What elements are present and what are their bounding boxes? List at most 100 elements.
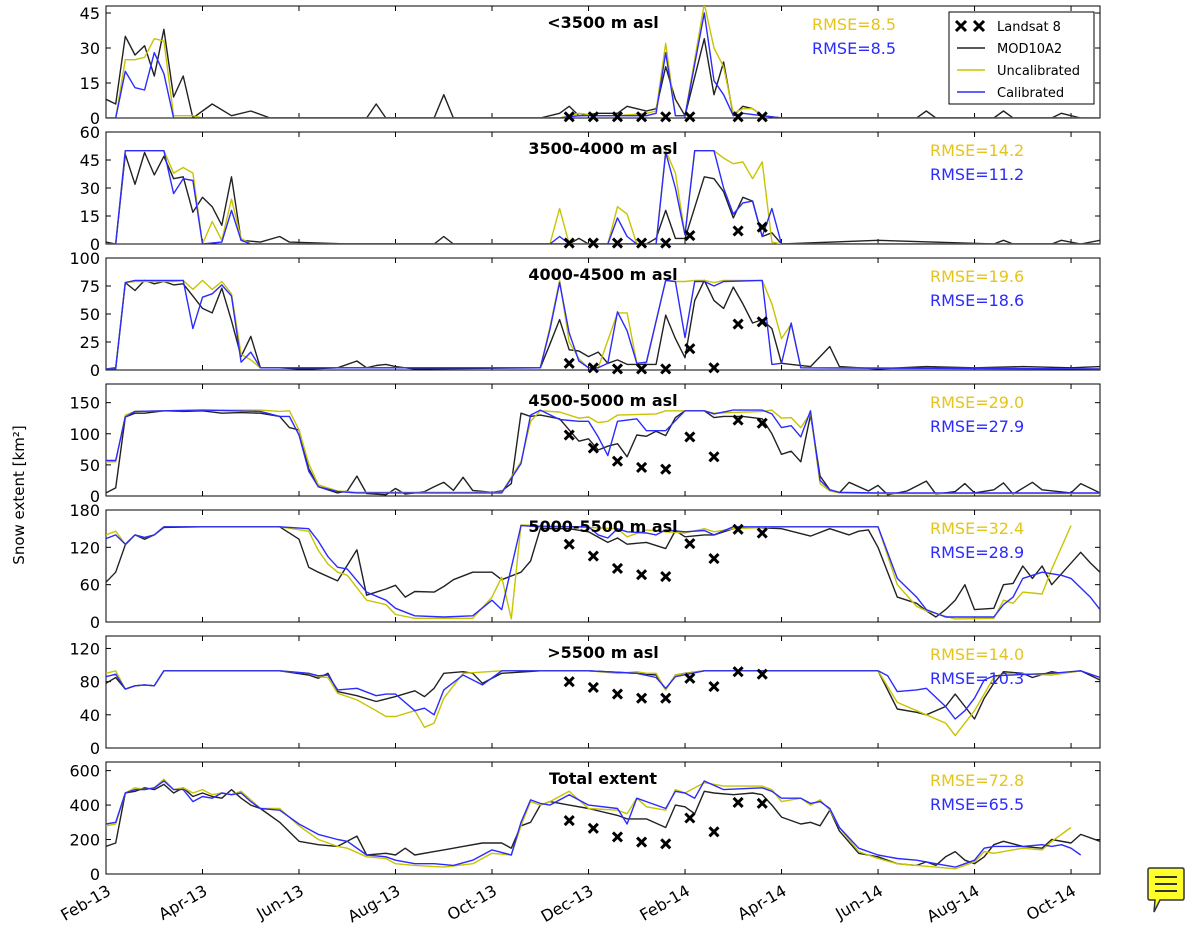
x-tick-label: Oct-14: [1023, 881, 1079, 924]
panel-title: 3500-4000 m asl: [528, 139, 677, 158]
legend: Landsat 8 MOD10A2 Uncalibrated Calibrated: [948, 11, 1095, 105]
calibrated-series-line: [106, 524, 1100, 618]
y-tick-label: 40: [80, 706, 100, 725]
landsat-marker: [660, 237, 672, 249]
rmse-uncalibrated: RMSE=14.2: [930, 141, 1024, 160]
landsat-marker: [684, 343, 696, 355]
rmse-uncalibrated: RMSE=8.5: [812, 15, 896, 34]
panel-1: 0 15 30 45 <3500 m asl RMSE=8.5 RMSE=8.5: [80, 4, 1101, 128]
calibrated-series-line: [106, 279, 1100, 370]
x-tick-label: Apr-13: [155, 881, 210, 924]
y-tick-label: 0: [90, 613, 100, 632]
panel-title: Total extent: [549, 769, 657, 788]
landsat-marker: [732, 523, 744, 535]
panel-title: >5500 m asl: [547, 643, 659, 662]
landsat-marker: [587, 822, 599, 834]
uncalibrated-series-line: [106, 6, 1100, 118]
calibrated-series-line: [106, 409, 1100, 494]
landsat-marker: [636, 569, 648, 581]
x-tick-label: Dec-13: [538, 881, 597, 926]
modis-series-line: [106, 151, 1100, 244]
y-tick-label: 60: [80, 576, 100, 595]
panels: 0 15 30 45 <3500 m asl RMSE=8.5 RMSE=8.5 0 15 30 4…: [69, 4, 1101, 884]
landsat-marker: [611, 363, 624, 375]
landsat-marker: [611, 455, 624, 467]
legend-item-landsat: Landsat 8: [954, 19, 1061, 35]
landsat-marker: [732, 666, 744, 678]
y-tick-label: 15: [80, 207, 100, 226]
y-tick-label: 75: [80, 277, 100, 296]
legend-label: Landsat 8: [997, 20, 1061, 35]
landsat-marker: [563, 538, 575, 550]
rmse-uncalibrated: RMSE=19.6: [930, 267, 1024, 286]
x-tick-label: Apr-14: [734, 881, 789, 924]
landsat-marker: [636, 111, 648, 123]
landsat-marker: [708, 451, 720, 463]
panel-title: 4500-5000 m asl: [528, 391, 677, 410]
y-tick-label: 400: [69, 796, 100, 815]
panel-6: 0 40 80 120 >5500 m asl RMSE=14.0 RMSE=10.3: [69, 635, 1101, 758]
uncalibrated-series-line: [106, 409, 1100, 495]
modis-series-line: [106, 28, 1081, 118]
landsat-marker: [660, 111, 672, 123]
landsat-marker: [708, 681, 720, 693]
landsat-marker: [684, 431, 696, 443]
landsat-marker: [611, 111, 624, 123]
rmse-uncalibrated: RMSE=72.8: [930, 771, 1024, 790]
landsat-marker: [684, 111, 696, 123]
landsat-marker: [563, 676, 575, 688]
landsat-marker: [708, 362, 720, 374]
landsat-marker: [636, 836, 648, 848]
y-tick-label: 60: [80, 123, 100, 142]
legend-x-marker: [972, 19, 986, 33]
landsat-marker: [636, 363, 648, 375]
landsat-marker: [756, 316, 768, 328]
y-tick-label: 45: [80, 151, 100, 170]
landsat-marker: [684, 672, 696, 684]
landsat-marker: [636, 692, 648, 704]
y-tick-label: 15: [80, 74, 100, 93]
landsat-marker: [660, 692, 672, 704]
legend-label: Calibrated: [997, 86, 1064, 101]
landsat-marker: [756, 417, 768, 429]
y-tick-label: 0: [90, 361, 100, 380]
x-tick-label: Jun-14: [831, 881, 886, 924]
y-axis-label: Snow extent [km²]: [10, 425, 28, 564]
y-tick-label: 0: [90, 865, 100, 884]
rmse-calibrated: RMSE=8.5: [812, 39, 896, 58]
y-tick-label: 100: [69, 425, 100, 444]
landsat-marker: [660, 363, 672, 375]
x-tick-label: Aug-13: [344, 881, 403, 926]
landsat-marker: [587, 550, 599, 562]
uncalibrated-series-line: [106, 279, 1100, 370]
x-tick-label: Jun-13: [252, 881, 307, 924]
y-tick-label: 600: [69, 762, 100, 781]
y-tick-label: 30: [80, 179, 100, 198]
landsat-marker: [708, 552, 720, 565]
landsat-marker: [611, 562, 624, 575]
uncalibrated-series-line: [106, 778, 1072, 870]
legend-item-modis: MOD10A2: [957, 42, 1062, 57]
legend-x-marker: [954, 19, 968, 33]
landsat-marker: [732, 414, 744, 426]
rmse-calibrated: RMSE=11.2: [930, 165, 1024, 184]
calibrated-series-line: [106, 780, 1082, 868]
speech-bubble-note-icon[interactable]: [1146, 866, 1186, 916]
x-tick-label: Feb-14: [636, 881, 693, 925]
panel-7: 0 200 400 600 Total extent RMSE=72.8 RMSE=65.5: [69, 761, 1101, 884]
panel-frame: [105, 383, 1101, 497]
panel-frame: [105, 5, 1101, 119]
landsat-marker: [684, 812, 696, 824]
rmse-calibrated: RMSE=27.9: [930, 417, 1024, 436]
panel-5: 0 60 120 180 5000-5500 m asl RMSE=32.4 RMSE=28…: [69, 501, 1101, 632]
landsat-marker: [660, 838, 672, 850]
landsat-marker: [660, 463, 672, 475]
panel-frame: [105, 131, 1101, 245]
legend-item-uncalibrated: Uncalibrated: [957, 64, 1080, 79]
panel-frame: [105, 761, 1101, 875]
modis-series-line: [106, 526, 1100, 618]
landsat-marker: [708, 826, 720, 838]
landsat-marker: [611, 831, 624, 843]
rmse-calibrated: RMSE=65.5: [930, 795, 1024, 814]
